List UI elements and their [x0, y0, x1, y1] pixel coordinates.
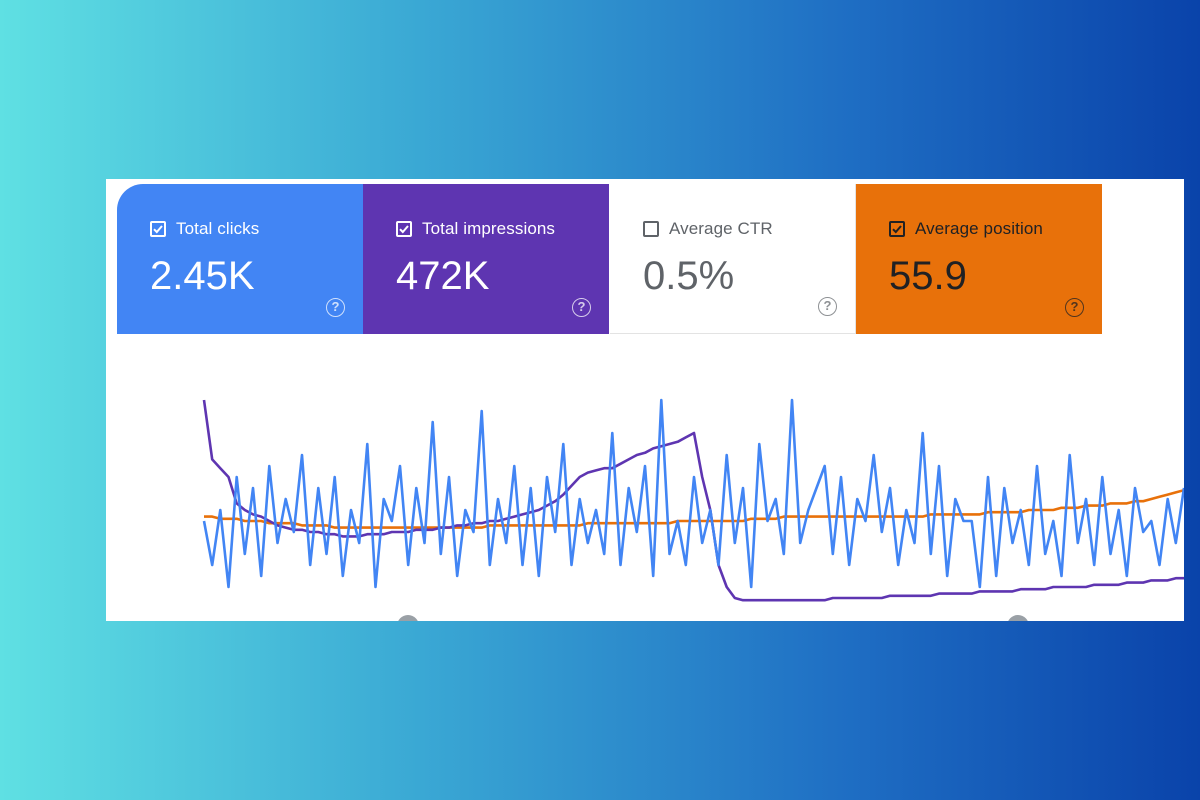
- metric-value: 2.45K: [150, 254, 255, 298]
- series-line-total-impressions: [202, 399, 1184, 602]
- series-line-total-clicks: [202, 398, 1184, 589]
- metric-card-total-impressions[interactable]: Total impressions 472K ?: [363, 184, 609, 334]
- checkbox-unchecked-icon[interactable]: [643, 221, 659, 237]
- metric-card-average-position[interactable]: Average position 55.9 ?: [856, 184, 1102, 334]
- annotation-marker[interactable]: [1007, 615, 1029, 621]
- checkbox-checked-icon[interactable]: [150, 221, 166, 237]
- annotation-marker[interactable]: [397, 615, 419, 621]
- help-icon[interactable]: ?: [1065, 298, 1084, 317]
- metric-value: 472K: [396, 254, 490, 298]
- checkbox-checked-icon[interactable]: [889, 221, 905, 237]
- help-icon[interactable]: ?: [326, 298, 345, 317]
- series-line-average-position: [204, 488, 1184, 529]
- help-icon[interactable]: ?: [572, 298, 591, 317]
- performance-panel: Total clicks 2.45K ? Total impressions 4…: [106, 179, 1184, 621]
- metric-label: Average CTR: [669, 219, 773, 238]
- metric-card-total-clicks[interactable]: Total clicks 2.45K ?: [117, 184, 363, 334]
- metric-value: 55.9: [889, 254, 967, 298]
- metric-card-average-ctr[interactable]: Average CTR 0.5% ?: [610, 184, 856, 334]
- metric-label: Average position: [915, 219, 1043, 238]
- help-icon[interactable]: ?: [818, 297, 837, 316]
- checkbox-checked-icon[interactable]: [396, 221, 412, 237]
- metric-label: Total impressions: [422, 219, 556, 238]
- metric-label: Total clicks: [176, 219, 260, 238]
- metric-value: 0.5%: [643, 254, 735, 298]
